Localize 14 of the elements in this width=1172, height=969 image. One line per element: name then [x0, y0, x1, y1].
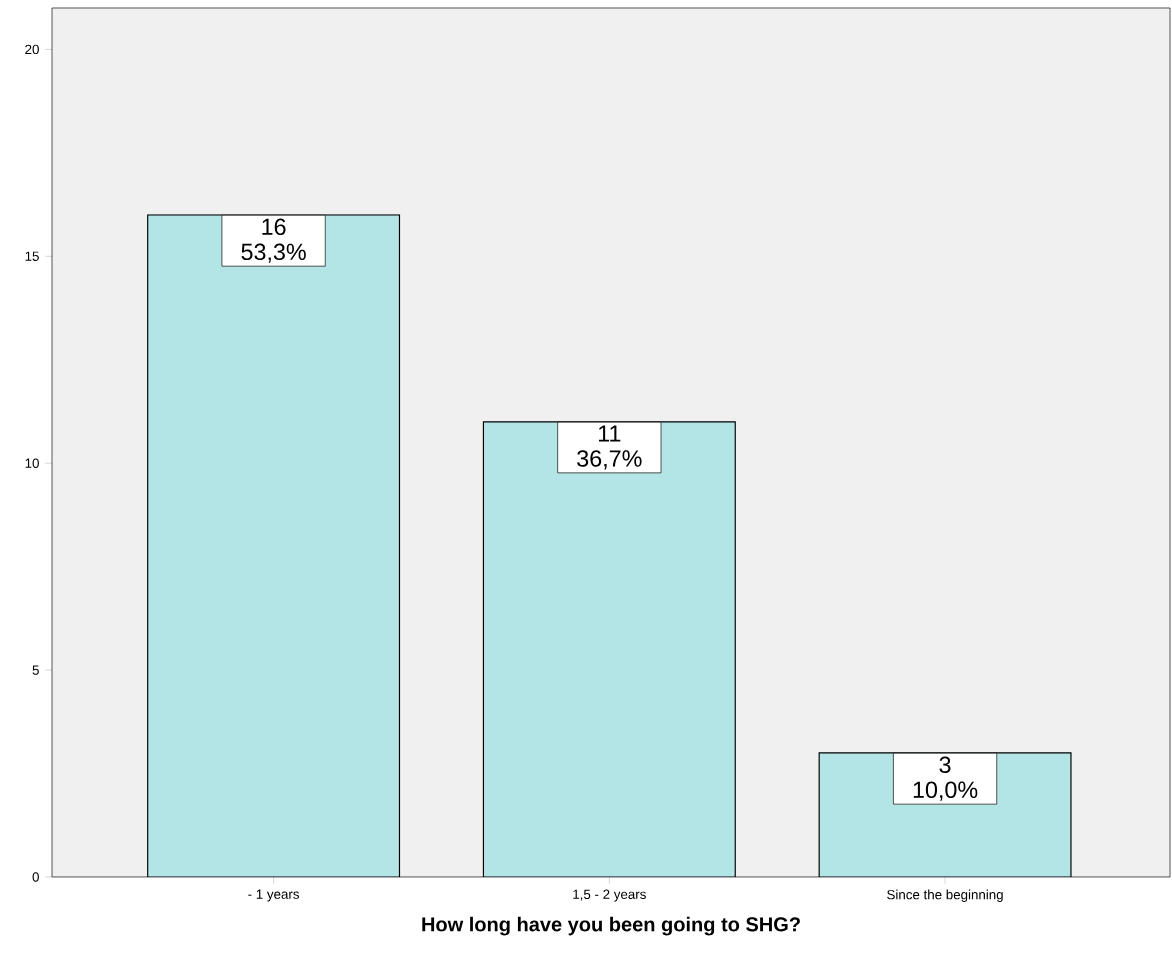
bar — [482, 421, 736, 877]
x-tick-label: - 1 years — [248, 889, 300, 902]
y-tick-label: 0 — [32, 872, 39, 882]
data-label: 3 10,0% — [913, 756, 978, 801]
y-tick-label: 10 — [25, 458, 39, 468]
data-label: 11 36,7% — [577, 425, 642, 470]
bar — [147, 214, 400, 877]
y-tick-label: 15 — [25, 251, 39, 261]
x-tick-label: Since the beginning — [887, 889, 1003, 902]
data-label: 16 53,3% — [241, 218, 306, 263]
y-tick-label: 5 — [32, 665, 39, 675]
x-axis-title: How long have you been going to SHG? — [422, 916, 800, 936]
x-tick-label: 1,5 - 2 years — [573, 889, 646, 902]
y-tick-label: 20 — [25, 44, 39, 55]
